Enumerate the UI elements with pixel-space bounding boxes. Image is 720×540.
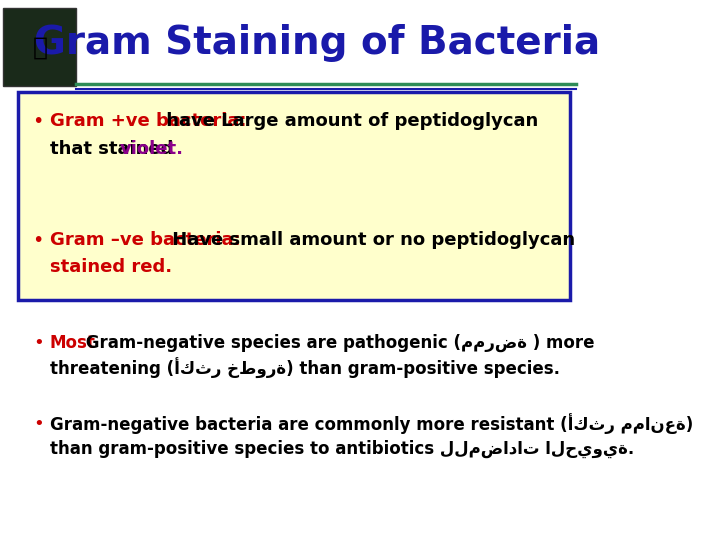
FancyBboxPatch shape — [17, 92, 570, 300]
Text: Have small amount or no peptidoglycan: Have small amount or no peptidoglycan — [166, 231, 575, 249]
Text: •: • — [33, 415, 43, 433]
Text: have Large amount of peptidoglycan: have Large amount of peptidoglycan — [161, 112, 539, 131]
Text: Gram-negative bacteria are commonly more resistant (أكثر ممانعة): Gram-negative bacteria are commonly more… — [50, 414, 693, 434]
Text: that stained: that stained — [50, 139, 179, 158]
Text: •: • — [32, 112, 44, 131]
Text: violet.: violet. — [120, 139, 183, 158]
Text: Gram Staining of Bacteria: Gram Staining of Bacteria — [34, 24, 600, 62]
Text: stained red.: stained red. — [50, 258, 172, 276]
Text: Most: Most — [50, 334, 96, 352]
Text: Gram-negative species are pathogenic (ممرضة ) more: Gram-negative species are pathogenic (مم… — [81, 334, 595, 352]
Text: than gram-positive species to antibiotics للمضادات الحيوية.: than gram-positive species to antibiotic… — [50, 440, 634, 458]
Text: •: • — [32, 231, 44, 250]
Text: •: • — [33, 334, 43, 352]
Text: 🌱: 🌱 — [32, 36, 48, 59]
Text: Gram +ve bacteria:: Gram +ve bacteria: — [50, 112, 246, 131]
Text: Gram –ve bacteria:: Gram –ve bacteria: — [50, 231, 240, 249]
FancyBboxPatch shape — [3, 8, 76, 86]
Text: threatening (أكثر خطورة) than gram-positive species.: threatening (أكثر خطورة) than gram-posit… — [50, 358, 560, 379]
